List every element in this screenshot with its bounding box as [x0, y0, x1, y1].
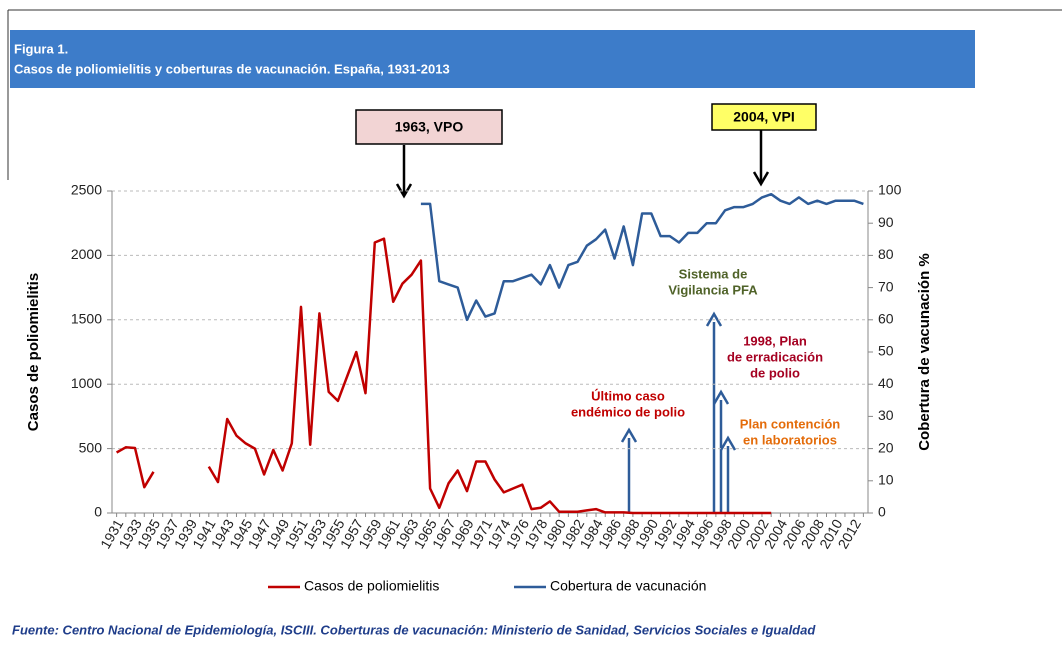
y2-axis-title: Cobertura de vacunación % [916, 253, 933, 451]
y2-tick-label: 30 [878, 407, 894, 423]
annotation-box [711, 103, 817, 131]
annotation: 2004, VPI [733, 109, 795, 125]
annotation: Último caso [591, 388, 665, 403]
y2-tick-label: 80 [878, 246, 894, 262]
y2-tick-label: 50 [878, 343, 894, 359]
figure-title: Casos de poliomielitis y coberturas de v… [14, 61, 450, 76]
event-arrows [620, 311, 737, 513]
y2-tick-label: 60 [878, 311, 894, 327]
annotation: Vigilancia PFA [668, 282, 758, 297]
y-tick-label: 1000 [71, 375, 102, 391]
y2-tick-label: 90 [878, 214, 894, 230]
annotation: en laboratorios [743, 432, 837, 447]
annotation: de erradicación [727, 349, 823, 364]
y-tick-label: 500 [79, 439, 103, 455]
annotation: Sistema de [679, 266, 748, 281]
y2-tick-label: 40 [878, 375, 894, 391]
legend-label: Casos de poliomielitis [304, 578, 439, 594]
annotation: 1963, VPO [395, 119, 464, 135]
header-bar [10, 30, 975, 88]
annotation: Plan contención [740, 416, 840, 431]
y2-tick-label: 0 [878, 504, 886, 520]
annotation: de polio [750, 365, 800, 380]
annotation: endémico de polio [571, 404, 685, 419]
y2-tick-label: 70 [878, 278, 894, 294]
y2-tick-label: 20 [878, 439, 894, 455]
y-axis-title: Casos de poliomielitis [25, 273, 42, 431]
y-tick-label: 2000 [71, 246, 102, 262]
series-line [115, 237, 772, 515]
y-tick-label: 0 [94, 504, 102, 520]
figure-label: Figura 1. [14, 41, 68, 56]
y2-tick-label: 10 [878, 472, 894, 488]
y-tick-label: 1500 [71, 311, 102, 327]
y2-tick-label: 100 [878, 182, 902, 198]
legend-label: Cobertura de vacunación [550, 578, 706, 594]
annotation-box [355, 109, 503, 145]
annotation: 1998, Plan [743, 333, 807, 348]
series-line [420, 192, 864, 322]
milestone-arrows [395, 128, 770, 199]
y-tick-label: 2500 [71, 182, 102, 198]
source: Fuente: Centro Nacional de Epidemiología… [12, 622, 816, 637]
